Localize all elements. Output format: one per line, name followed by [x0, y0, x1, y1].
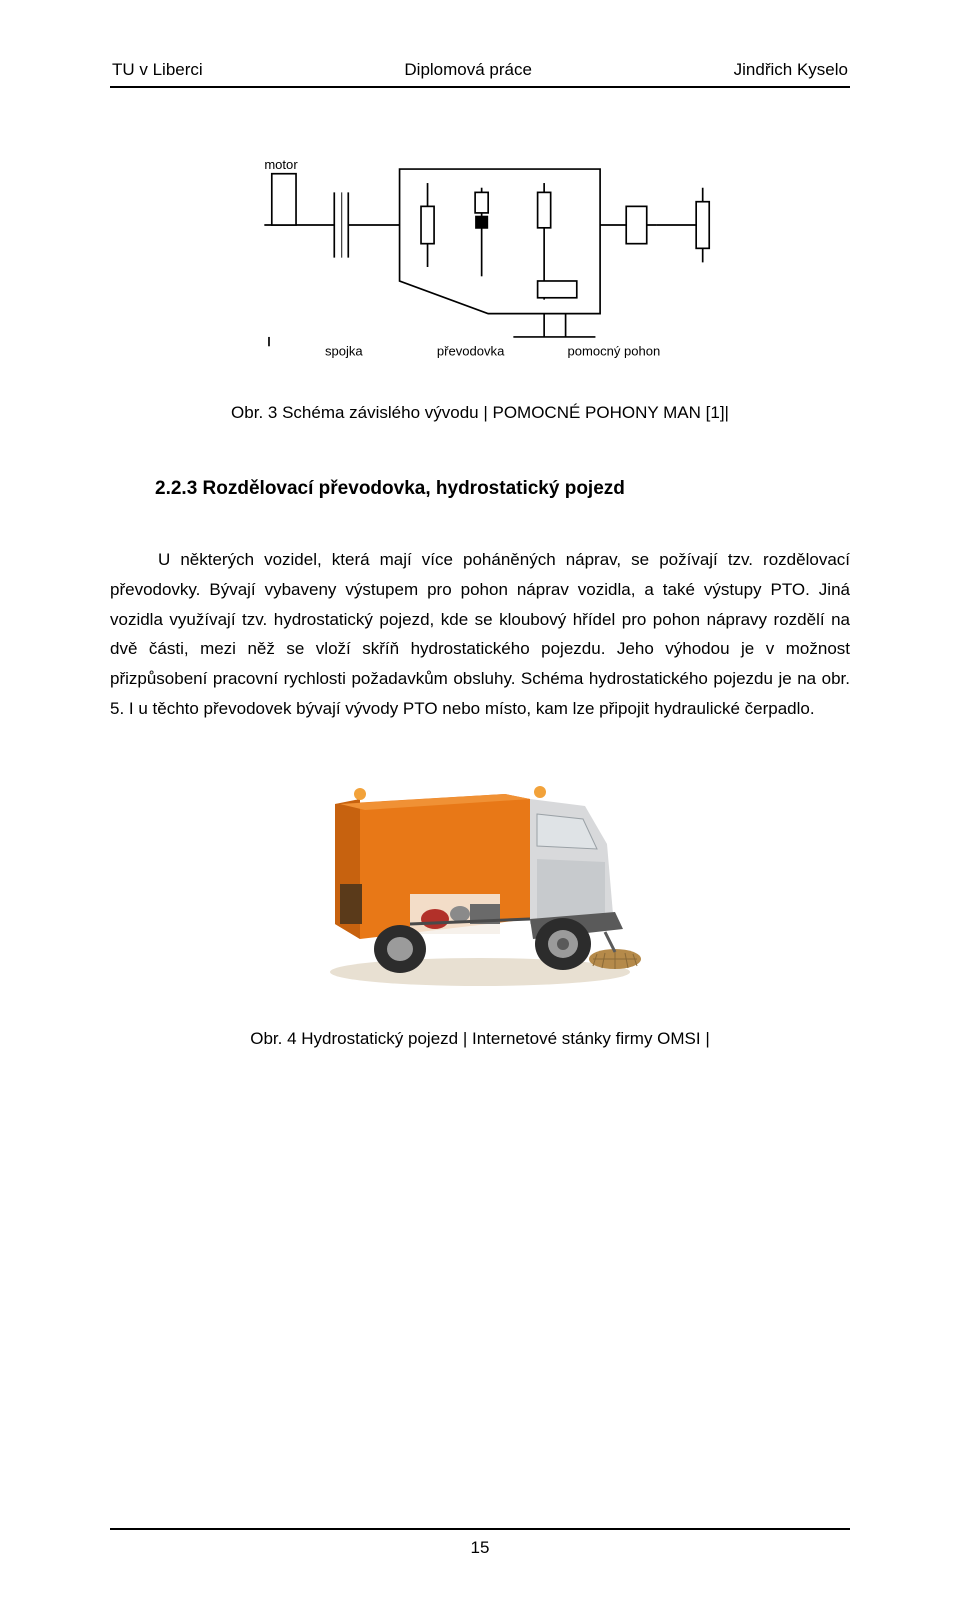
section-heading: 2.2.3 Rozdělovací převodovka, hydrostati… — [155, 478, 850, 500]
figure-3-caption: Obr. 3 Schéma závislého vývodu | POMOCNÉ… — [110, 403, 850, 423]
page-number: 15 — [110, 1538, 850, 1558]
label-prevodovka: převodovka — [437, 344, 505, 359]
page-header: TU v Liberci Diplomová práce Jindřich Ky… — [110, 60, 850, 80]
header-right: Jindřich Kyselo — [734, 60, 848, 80]
header-rule — [110, 86, 850, 88]
body-paragraph: U některých vozidel, která mají více poh… — [110, 545, 850, 724]
vehicle-illustration — [305, 764, 655, 994]
figure-4-caption: Obr. 4 Hydrostatický pojezd | Internetov… — [110, 1029, 850, 1049]
schematic-diagram: motor spojka převodovka pomocný pohon — [220, 128, 740, 378]
header-left: TU v Liberci — [112, 60, 203, 80]
label-pomocny-pohon: pomocný pohon — [567, 344, 660, 359]
footer-rule — [110, 1528, 850, 1530]
label-spojka: spojka — [325, 344, 363, 359]
page-footer: 15 — [110, 1528, 850, 1558]
header-center: Diplomová práce — [404, 60, 532, 80]
label-motor: motor — [264, 157, 298, 172]
